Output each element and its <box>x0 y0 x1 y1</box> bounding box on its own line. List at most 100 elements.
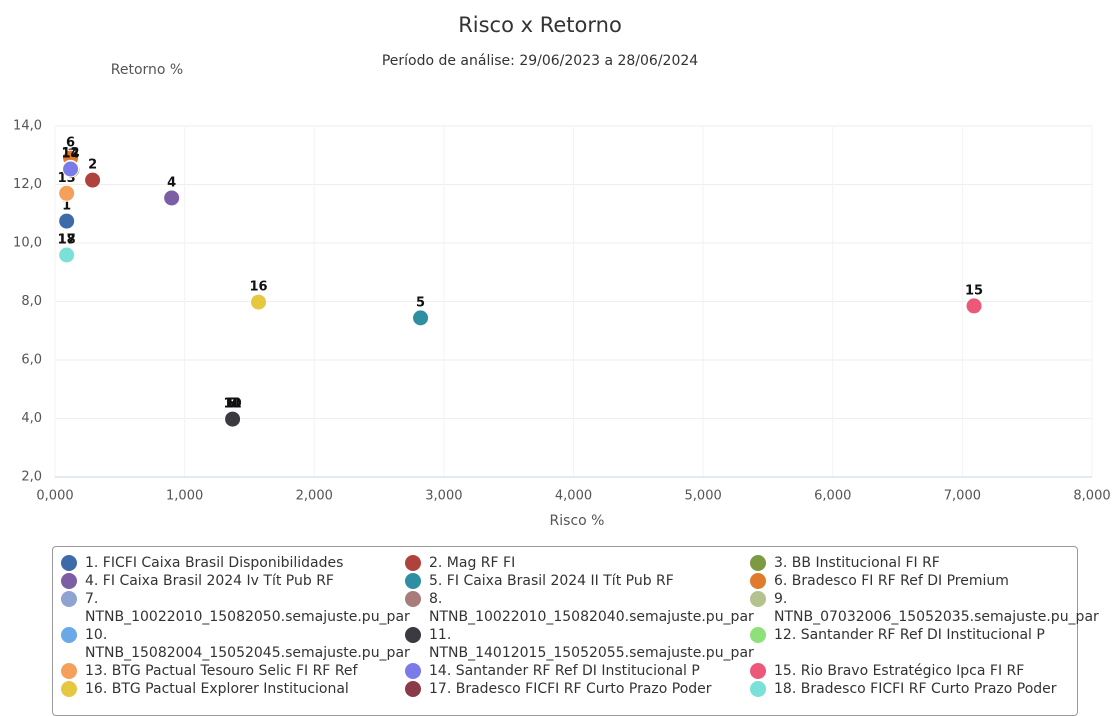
legend-marker <box>750 627 766 643</box>
y-tick-label: 6,0 <box>21 353 42 368</box>
legend-item[interactable]: 10. NTNB_15082004_15052045.semajuste.pu_… <box>61 626 410 662</box>
legend-label: 15. Rio Bravo Estratégico Ipca FI RF <box>774 663 1025 679</box>
legend-item[interactable]: 13. BTG Pactual Tesouro Selic FI RF Ref <box>61 662 405 680</box>
legend-marker <box>61 573 77 589</box>
point <box>58 246 76 264</box>
x-tick-label: 6,000 <box>814 489 851 504</box>
y-tick-label: 12,0 <box>13 177 42 192</box>
legend-marker <box>750 663 766 679</box>
data-label: 16 <box>249 280 267 295</box>
legend: 1. FICFI Caixa Brasil Disponibilidades 2.… <box>52 546 1099 716</box>
legend-label: 7. NTNB_10022010_15082050.semajuste.pu_p… <box>85 591 410 625</box>
y-tick-label: 2,0 <box>21 470 42 485</box>
legend-marker <box>405 573 421 589</box>
data-label: 18 <box>58 232 76 247</box>
point <box>58 212 76 230</box>
y-tick-label: 14,0 <box>13 119 42 134</box>
legend-item[interactable]: 16. BTG Pactual Explorer Institucional <box>61 680 405 698</box>
legend-item[interactable]: 11. NTNB_14012015_15052055.semajuste.pu_… <box>405 626 754 662</box>
data-label: 15 <box>965 283 983 298</box>
legend-label: 2. Mag RF FI <box>429 555 516 571</box>
legend-label: 6. Bradesco FI RF Ref DI Premium <box>774 573 1009 589</box>
legend-label: 1. FICFI Caixa Brasil Disponibilidades <box>85 555 344 571</box>
legend-marker <box>750 681 766 697</box>
x-tick-label: 7,000 <box>944 489 981 504</box>
legend-item[interactable]: 15. Rio Bravo Estratégico Ipca FI RF <box>750 662 1080 680</box>
y-tick-label: 10,0 <box>13 236 42 251</box>
legend-marker <box>61 663 77 679</box>
legend-marker <box>405 627 421 643</box>
data-label: 6 <box>66 136 75 151</box>
data-label: 11 <box>224 397 242 412</box>
point <box>163 189 181 207</box>
point <box>58 184 76 202</box>
legend-item[interactable]: 7. NTNB_10022010_15082050.semajuste.pu_p… <box>61 590 410 626</box>
data-label: 17 <box>58 232 76 247</box>
data-label: 1 <box>62 199 71 214</box>
legend-label: 3. BB Institucional FI RF <box>774 555 940 571</box>
x-tick-label: 2,000 <box>296 489 333 504</box>
legend-marker <box>750 573 766 589</box>
legend-label: 5. FI Caixa Brasil 2024 II Tít Pub RF <box>429 573 674 589</box>
legend-item[interactable]: 9. NTNB_07032006_15052035.semajuste.pu_p… <box>750 590 1099 626</box>
data-label: 4 <box>167 175 176 190</box>
legend-label: 13. BTG Pactual Tesouro Selic FI RF Ref <box>85 663 358 679</box>
legend-marker <box>405 663 421 679</box>
legend-marker <box>750 555 766 571</box>
legend-item[interactable]: 6. Bradesco FI RF Ref DI Premium <box>750 572 1080 590</box>
point <box>84 171 102 189</box>
data-label: 2 <box>88 158 97 173</box>
legend-item[interactable]: 5. FI Caixa Brasil 2024 II Tít Pub RF <box>405 572 750 590</box>
legend-item[interactable]: 12. Santander RF Ref DI Institucional P <box>750 626 1080 662</box>
legend-marker <box>405 681 421 697</box>
point <box>965 297 983 315</box>
point <box>62 160 80 178</box>
x-axis-label: Risco % <box>550 513 605 529</box>
y-tick-label: 8,0 <box>21 294 42 309</box>
legend-label: 16. BTG Pactual Explorer Institucional <box>85 681 349 697</box>
legend-item[interactable]: 3. BB Institucional FI RF <box>750 554 1080 572</box>
legend-item[interactable]: 18. Bradesco FICFI RF Curto Prazo Poder <box>750 680 1080 698</box>
data-label: 9 <box>228 397 237 412</box>
x-tick-label: 0,000 <box>36 489 73 504</box>
legend-marker <box>61 591 77 607</box>
y-tick-label: 4,0 <box>21 411 42 426</box>
data-label: 8 <box>228 397 237 412</box>
point <box>250 293 268 311</box>
legend-item[interactable]: 17. Bradesco FICFI RF Curto Prazo Poder <box>405 680 750 698</box>
legend-item[interactable]: 4. FI Caixa Brasil 2024 Iv Tít Pub RF <box>61 572 405 590</box>
legend-label: 8. NTNB_10022010_15082040.semajuste.pu_p… <box>429 591 754 625</box>
legend-marker <box>61 681 77 697</box>
chart-title: Risco x Retorno <box>458 13 622 37</box>
x-tick-label: 5,000 <box>685 489 722 504</box>
legend-marker <box>405 591 421 607</box>
data-label: 10 <box>224 397 242 412</box>
legend-item[interactable]: 1. FICFI Caixa Brasil Disponibilidades <box>61 554 405 572</box>
legend-marker <box>61 627 77 643</box>
legend-item[interactable]: 2. Mag RF FI <box>405 554 750 572</box>
legend-label: 17. Bradesco FICFI RF Curto Prazo Poder <box>429 681 712 697</box>
legend-label: 14. Santander RF Ref DI Institucional P <box>429 663 700 679</box>
chart-subtitle: Período de análise: 29/06/2023 a 28/06/2… <box>382 53 698 69</box>
legend-label: 11. NTNB_14012015_15052055.semajuste.pu_… <box>429 627 754 661</box>
legend-marker <box>61 555 77 571</box>
y-axis-label: Retorno % <box>111 62 183 78</box>
data-label: 7 <box>228 397 237 412</box>
data-label: 14 <box>62 146 80 161</box>
data-label: 12 <box>62 146 80 161</box>
x-tick-label: 1,000 <box>166 489 203 504</box>
x-tick-label: 4,000 <box>555 489 592 504</box>
legend-marker <box>750 591 766 607</box>
legend-marker <box>405 555 421 571</box>
x-tick-label: 3,000 <box>425 489 462 504</box>
legend-item[interactable]: 14. Santander RF Ref DI Institucional P <box>405 662 750 680</box>
legend-label: 9. NTNB_07032006_15052035.semajuste.pu_p… <box>774 591 1099 625</box>
point <box>412 309 430 327</box>
legend-label: 12. Santander RF Ref DI Institucional P <box>774 627 1045 643</box>
legend-item[interactable]: 8. NTNB_10022010_15082040.semajuste.pu_p… <box>405 590 754 626</box>
data-label: 5 <box>416 295 425 310</box>
legend-label: 18. Bradesco FICFI RF Curto Prazo Poder <box>774 681 1057 697</box>
legend-label: 4. FI Caixa Brasil 2024 Iv Tít Pub RF <box>85 573 334 589</box>
